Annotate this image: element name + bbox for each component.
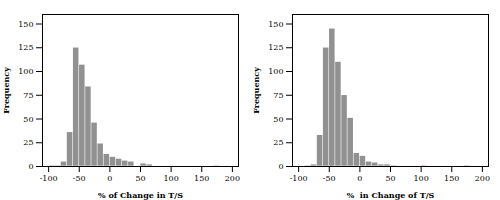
svg-text:0: 0 [278, 162, 283, 171]
svg-text:% of Change in T/S: % of Change in T/S [98, 190, 183, 200]
svg-text:% in Change of T/S: % in Change of T/S [347, 190, 435, 200]
svg-text:50: 50 [135, 174, 145, 183]
svg-text:50: 50 [385, 174, 395, 183]
svg-text:200: 200 [475, 174, 490, 183]
svg-text:0: 0 [28, 162, 33, 171]
svg-text:150: 150 [18, 20, 33, 29]
svg-text:125: 125 [268, 43, 283, 52]
svg-text:Frequency: Frequency [1, 67, 11, 114]
svg-text:0: 0 [357, 174, 362, 183]
svg-text:125: 125 [18, 43, 33, 52]
svg-text:-100: -100 [40, 174, 58, 183]
svg-text:100: 100 [18, 67, 33, 76]
svg-text:Frequency: Frequency [251, 67, 261, 114]
svg-text:-50: -50 [73, 174, 86, 183]
svg-text:100: 100 [163, 174, 178, 183]
svg-text:75: 75 [273, 91, 283, 100]
svg-text:150: 150 [194, 174, 209, 183]
svg-text:100: 100 [268, 67, 283, 76]
svg-text:150: 150 [444, 174, 459, 183]
svg-text:50: 50 [23, 115, 33, 124]
svg-text:25: 25 [273, 138, 283, 147]
svg-text:100: 100 [413, 174, 428, 183]
svg-text:50: 50 [273, 115, 283, 124]
svg-text:200: 200 [225, 174, 240, 183]
svg-text:0: 0 [107, 174, 112, 183]
svg-text:-50: -50 [323, 174, 336, 183]
svg-text:150: 150 [268, 20, 283, 29]
svg-text:75: 75 [23, 91, 33, 100]
svg-text:25: 25 [23, 138, 33, 147]
svg-text:-100: -100 [290, 174, 308, 183]
